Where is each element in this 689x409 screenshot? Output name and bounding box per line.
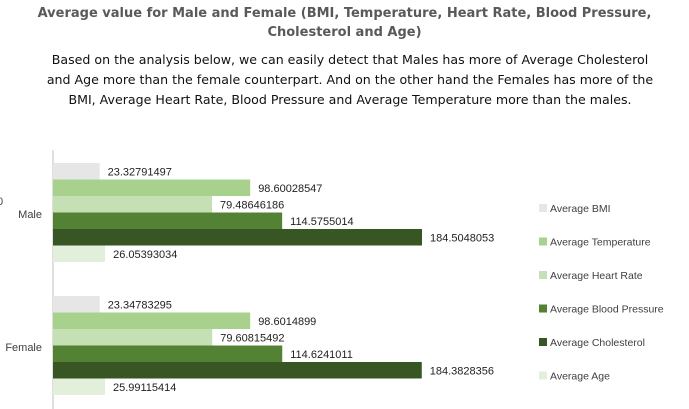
bar-male-average-heart-rate (53, 196, 212, 213)
data-label: 98.6014899 (258, 316, 316, 328)
title-line-1: Average value for Male and Female (BMI, … (37, 6, 652, 21)
legend-swatch (539, 338, 547, 346)
legend-swatch (539, 237, 547, 246)
title-line-2: Cholesterol and Age) (267, 25, 422, 40)
bar-male-average-blood-pressure (53, 212, 283, 229)
description-line-2: and Age more than the female counterpart… (46, 72, 654, 87)
bar-female-average-bmi (53, 296, 100, 313)
legend-entry: Average BMI (550, 203, 611, 215)
legend-swatch (539, 304, 547, 313)
bar-female-average-age (53, 378, 105, 395)
bar-female-average-cholesterol (53, 362, 422, 379)
data-label: 23.34783295 (108, 299, 172, 311)
bar-female-average-temperature (53, 312, 251, 329)
category-label-female: Female (5, 342, 42, 354)
data-label: 114.5755014 (290, 216, 353, 228)
cropped-axis-glyph: 0 (0, 196, 4, 208)
data-label: 114.6241011 (290, 349, 353, 361)
data-label: 98.60028547 (258, 183, 322, 195)
data-label: 184.5048053 (430, 232, 494, 244)
data-label: 25.99115414 (113, 382, 176, 394)
analysis-description: Based on the analysis below, we can easi… (30, 50, 670, 110)
chart-title: Average value for Male and Female (BMI, … (0, 4, 689, 42)
bar-male-average-age (53, 245, 106, 262)
data-label: 79.60815492 (220, 332, 284, 344)
data-label: 23.32791497 (108, 166, 172, 178)
legend-swatch (539, 371, 547, 380)
category-label-male: Male (18, 209, 42, 221)
description-line-3: BMI, Average Heart Rate, Blood Pressure … (68, 92, 632, 107)
legend-entry: Average Age (550, 371, 610, 383)
bar-male-average-cholesterol (53, 229, 423, 246)
data-label: 26.05393034 (113, 249, 177, 261)
legend-entry: Average Heart Rate (550, 270, 643, 282)
legend-entry: Average Temperature (550, 237, 651, 249)
bar-male-average-temperature (53, 179, 251, 196)
legend-entry: Average Blood Pressure (550, 304, 664, 316)
legend-swatch (539, 271, 547, 279)
legend-entry: Average Cholesterol (550, 337, 645, 349)
bar-female-average-heart-rate (53, 329, 213, 346)
data-label: 184.3828356 (430, 365, 494, 377)
description-line-1: Based on the analysis below, we can easi… (51, 52, 649, 67)
legend-swatch (539, 204, 547, 212)
bar-female-average-blood-pressure (53, 345, 283, 362)
data-label: 79.48646186 (220, 199, 284, 211)
bar-male-average-bmi (53, 163, 100, 180)
